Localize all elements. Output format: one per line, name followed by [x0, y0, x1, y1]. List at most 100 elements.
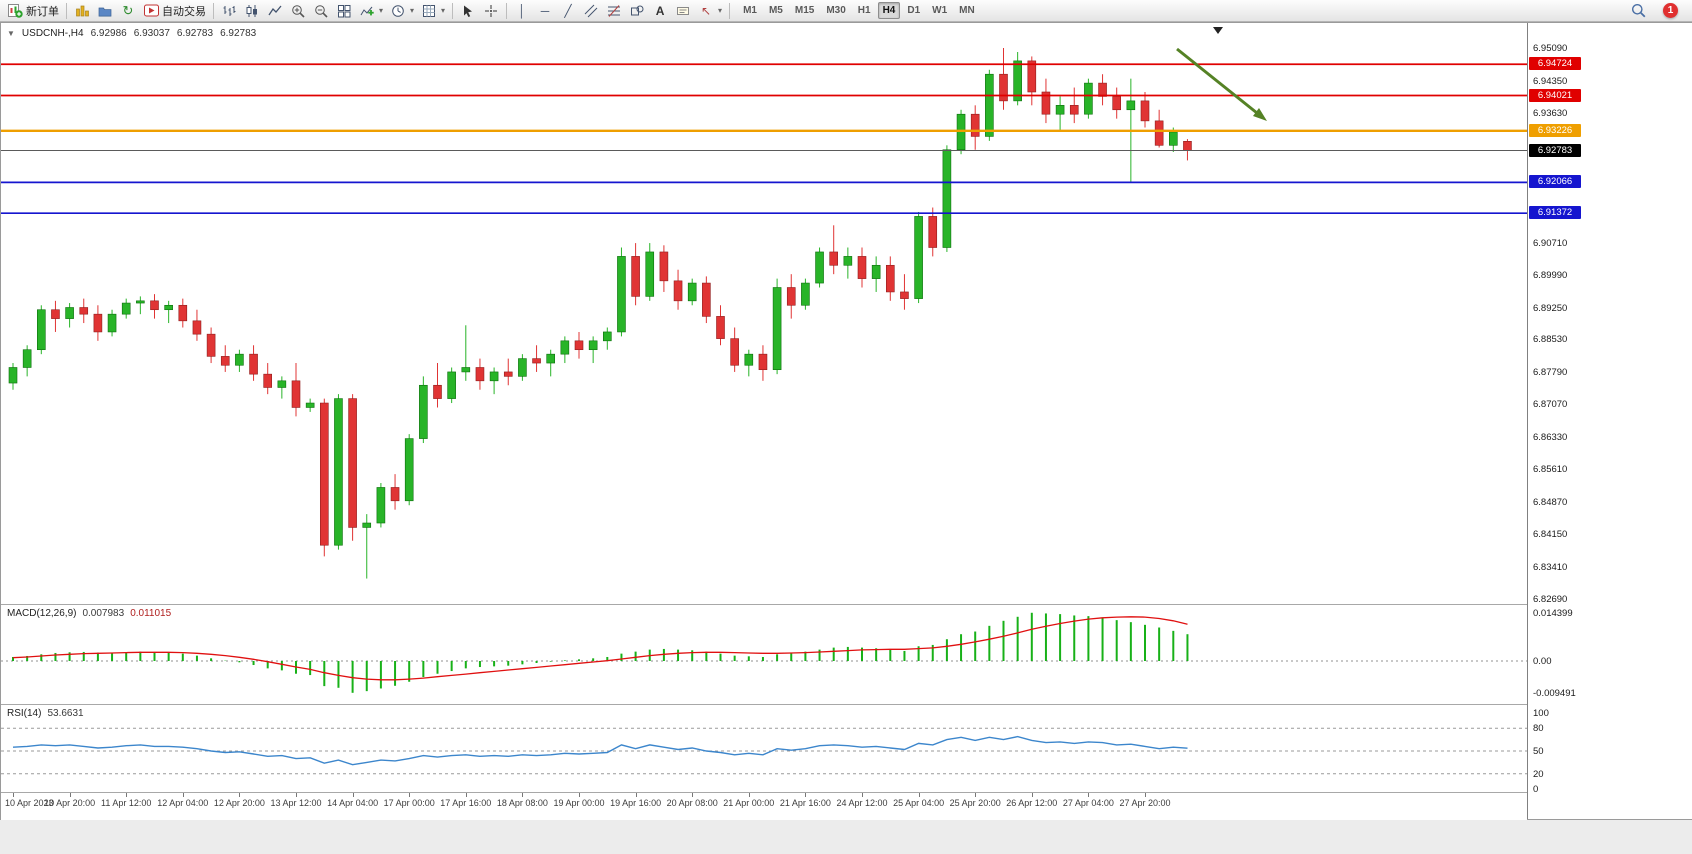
- time-label: 14 Apr 04:00: [327, 798, 379, 808]
- search-icon: [1630, 3, 1646, 19]
- pane-divider[interactable]: [1, 604, 1527, 605]
- vertical-line-button[interactable]: │: [511, 1, 533, 20]
- candle-up: [772, 287, 782, 371]
- zoom-out-button[interactable]: [310, 1, 332, 20]
- cursor-button[interactable]: [457, 1, 479, 20]
- timeframe-m1[interactable]: M1: [743, 5, 757, 16]
- fibonacci-button[interactable]: [603, 1, 625, 20]
- tile-windows-icon: [336, 3, 352, 19]
- rsi-axis-label: 0: [1533, 784, 1539, 795]
- profiles-button[interactable]: [94, 1, 116, 20]
- refresh-button[interactable]: ↻: [117, 1, 139, 20]
- timeframe-d1[interactable]: D1: [907, 5, 921, 16]
- ohlc-low: 6.92783: [176, 28, 214, 39]
- candle-down: [263, 373, 273, 388]
- candle-down: [702, 282, 711, 317]
- candle-up: [419, 384, 428, 439]
- time-tick: [69, 793, 71, 797]
- toolbar-separator: [452, 2, 454, 19]
- autotrade-button[interactable]: 自动交易: [140, 1, 209, 20]
- notification-badge[interactable]: 1: [1663, 3, 1678, 18]
- time-label: 24 Apr 12:00: [836, 798, 888, 808]
- candle-up: [744, 353, 754, 366]
- main-toolbar: 新订单 ↻ 自动交易: [0, 0, 1692, 22]
- chart-shift-marker[interactable]: [1213, 27, 1223, 34]
- timeframe-h1[interactable]: H1: [857, 5, 871, 16]
- price-tag-pivot-line: 6.93226: [1529, 123, 1581, 137]
- rsi-indicator-label: RSI(14) 53.6631: [7, 708, 84, 719]
- price-tick: 6.88530: [1533, 334, 1568, 346]
- periods-button[interactable]: ▾: [387, 1, 417, 20]
- candle-down: [390, 487, 400, 502]
- time-tick: [1145, 793, 1146, 797]
- text-label-button[interactable]: [672, 1, 694, 20]
- candle-up: [687, 282, 697, 302]
- timeframe-mn[interactable]: MN: [959, 5, 975, 16]
- arrows-button[interactable]: ↖ ▾: [695, 1, 725, 20]
- channel-button[interactable]: [580, 1, 602, 20]
- time-axis[interactable]: 10 Apr 2023 10 Apr 20:00 11 Apr 12:00 12 Ap…: [1, 792, 1527, 820]
- shapes-icon: [629, 3, 645, 19]
- candle-up: [305, 402, 315, 408]
- candle-up: [560, 340, 570, 355]
- zoom-in-button[interactable]: [287, 1, 309, 20]
- time-label: 17 Apr 00:00: [383, 798, 435, 808]
- candle-up: [588, 340, 598, 351]
- macd-canvas[interactable]: [1, 605, 1527, 704]
- rsi-canvas[interactable]: [1, 705, 1527, 792]
- candle-down: [1098, 82, 1107, 97]
- autotrade-icon: [143, 3, 159, 19]
- timeframe-m15[interactable]: M15: [794, 5, 815, 16]
- time-label: 12 Apr 20:00: [213, 798, 265, 808]
- candle-down: [716, 316, 725, 339]
- timeframe-m5[interactable]: M5: [768, 5, 783, 16]
- trend-arrow-annotation[interactable]: [1176, 47, 1258, 115]
- timeframe-h4[interactable]: H4: [877, 2, 901, 19]
- bars-chart-button[interactable]: [218, 1, 240, 20]
- trendline-button[interactable]: ╱: [557, 1, 579, 20]
- candles-chart-button[interactable]: [241, 1, 263, 20]
- time-label: 11 Apr 12:00: [101, 798, 152, 808]
- chevron-down-icon: ▾: [718, 6, 723, 15]
- toolbar-separator: [729, 2, 731, 19]
- candle-up: [518, 358, 527, 377]
- new-order-button[interactable]: 新订单: [4, 1, 62, 20]
- shapes-button[interactable]: [626, 1, 648, 20]
- text-label-icon: [675, 3, 691, 19]
- main-chart-canvas[interactable]: [1, 23, 1527, 604]
- chart-gallery-button[interactable]: [71, 1, 93, 20]
- zoom-out-icon: [313, 3, 329, 19]
- ohlc-close: 6.92783: [220, 28, 257, 39]
- chart-title: ▼ USDCNH-,H4 6.92986 6.93037 6.92783 6.9…: [7, 28, 256, 39]
- indicators-button[interactable]: ▾: [356, 1, 386, 20]
- crosshair-button[interactable]: [480, 1, 502, 20]
- text-button[interactable]: A: [649, 1, 671, 20]
- chevron-down-icon: ▾: [441, 6, 446, 15]
- chart-gallery-icon: [74, 3, 90, 19]
- timeframe-m30[interactable]: M30: [826, 5, 846, 16]
- macd-axis-label: 0.014399: [1533, 607, 1573, 619]
- fibonacci-icon: [606, 3, 622, 19]
- pane-divider[interactable]: [1, 704, 1527, 705]
- price-tick: 6.87070: [1533, 399, 1568, 411]
- rsi-line: [12, 735, 1188, 766]
- price-axis[interactable]: 6.95090 6.94350 6.93630 6.90710 6.89990 6.892…: [1527, 23, 1692, 819]
- time-label: 19 Apr 00:00: [553, 798, 605, 808]
- time-tick: [13, 793, 14, 797]
- candle-up: [8, 367, 18, 384]
- templates-button[interactable]: ▾: [418, 1, 448, 20]
- timeframe-w1[interactable]: W1: [932, 5, 948, 16]
- horizontal-line-button[interactable]: ─: [534, 1, 556, 20]
- search-button[interactable]: [1627, 1, 1649, 20]
- line-chart-button[interactable]: [264, 1, 286, 20]
- tile-windows-button[interactable]: [333, 1, 355, 20]
- candle-down: [206, 333, 216, 357]
- autotrade-label: 自动交易: [162, 5, 206, 18]
- zoom-in-icon: [290, 3, 306, 19]
- one-click-collapse-icon[interactable]: ▼: [7, 29, 15, 38]
- rsi-axis-label: 20: [1533, 768, 1544, 780]
- ohlc-high: 6.93037: [133, 28, 170, 39]
- macd-axis-label: 0.00: [1533, 656, 1552, 667]
- candle-down: [1154, 120, 1164, 146]
- toolbar-separator: [66, 2, 67, 19]
